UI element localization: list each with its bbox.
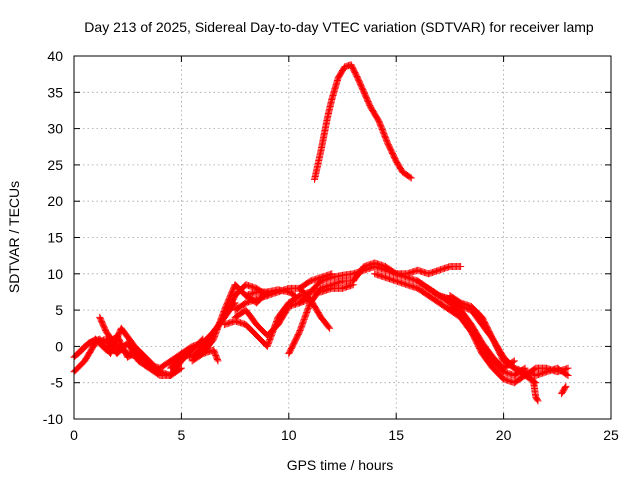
x-tick-label: 10 [281,427,297,443]
series-track-22 [558,382,570,398]
series-track-23 [311,61,415,183]
data-point [177,364,185,372]
x-tick-label: 25 [603,427,619,443]
data-point [534,397,542,405]
data-point [214,357,222,365]
data-point [325,323,333,331]
data-point [510,357,518,365]
data-point [176,365,184,373]
series-track-4 [74,324,147,361]
data-point [564,364,572,372]
data-point [561,384,569,392]
y-tick-label: 5 [55,302,63,318]
data-point [326,324,334,332]
x-tick-label: 20 [496,427,512,443]
data-series [70,61,572,405]
y-tick-label: 25 [47,157,63,173]
data-point [290,291,298,299]
axis-ticks: 0 5 10 15 20 25 -10 -5 0 5 10 15 20 25 30 35 40 [43,48,619,443]
y-tick-label: -5 [51,375,64,391]
y-tick-label: 15 [47,230,63,246]
y-tick-label: 20 [47,193,63,209]
data-point [564,371,572,379]
y-tick-label: 40 [47,48,63,64]
data-point [213,356,221,364]
x-axis-label: GPS time / hours [287,457,394,473]
x-tick-label: 0 [70,427,78,443]
data-point [406,173,414,181]
data-point [562,382,570,390]
series-track-21 [530,379,542,405]
data-point [407,174,415,182]
y-tick-label: 35 [47,84,63,100]
data-point [563,371,571,379]
x-tick-label: 15 [388,427,404,443]
series-track-10 [231,270,336,314]
chart-title: Day 213 of 2025, Sidereal Day-to-day VTE… [84,19,594,35]
x-tick-label: 5 [178,427,186,443]
y-axis-label: SDTVAR / TECUs [6,181,22,293]
data-point [533,396,541,404]
series-track-15 [296,284,334,332]
y-tick-label: 10 [47,266,63,282]
y-tick-label: -10 [43,411,63,427]
y-tick-label: 30 [47,121,63,137]
series-track-12 [242,286,299,300]
y-tick-label: 0 [55,338,63,354]
series-track-20 [446,292,572,379]
data-point [291,292,299,300]
data-point [457,263,465,271]
series-track-8 [199,346,222,365]
